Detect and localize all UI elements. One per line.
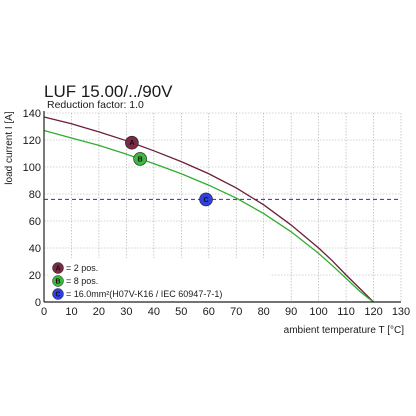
x-tick-label-7: 70 [230, 306, 242, 318]
y-tick-label-3: 60 [29, 216, 41, 228]
y-tick-label-6: 120 [23, 135, 41, 147]
chart-title: LUF 15.00/../90V [44, 82, 173, 101]
x-tick-label-3: 30 [120, 306, 132, 318]
legend-marker-3 [52, 288, 64, 300]
marker-circle-a [125, 135, 139, 150]
x-tick-label-8: 80 [258, 306, 270, 318]
marker-label-c: C [203, 197, 208, 204]
legend-text-2: = 8 pos. [66, 276, 98, 286]
legend-text-3: = 16.0mm²(H07V-K16 / IEC 60947-7-1) [66, 289, 222, 299]
x-tick-label-5: 50 [175, 306, 187, 318]
marker-label-a: A [129, 140, 134, 147]
x-tick-labels: 0 10 20 30 40 50 60 70 80 90 100 110 120 130 [41, 306, 410, 318]
x-tick-label-13: 130 [392, 306, 410, 318]
y-tick-label-1: 20 [29, 270, 41, 282]
x-tick-label-0: 0 [41, 306, 47, 318]
marker-layer: A B C [125, 135, 213, 207]
x-tick-label-4: 40 [148, 306, 160, 318]
y-tick-labels: 0 20 40 60 80 100 120 140 [23, 108, 41, 309]
legend-background [48, 258, 270, 302]
y-tick-label-2: 40 [29, 243, 41, 255]
marker-c: C [199, 192, 213, 207]
series-line-1 [43, 116, 374, 303]
x-tick-label-12: 120 [364, 306, 382, 318]
marker-circle-c [199, 192, 213, 207]
marker-b: B [133, 152, 147, 166]
legend-entry-1: A = 2 pos. [52, 262, 98, 274]
legend-marker-label-2: B [55, 278, 60, 285]
marker-label-b: B [138, 156, 143, 163]
x-tick-label-10: 100 [309, 306, 327, 318]
legend-entry-2: B = 8 pos. [52, 275, 98, 287]
legend-box [48, 258, 270, 302]
x-tick-label-1: 10 [65, 306, 77, 318]
x-axis-label: ambient temperature T [°C] [284, 325, 405, 336]
legend-entry-3: C = 16.0mm²(H07V-K16 / IEC 60947-7-1) [52, 288, 222, 300]
axes [43, 111, 401, 303]
chart-subtitle: Reduction factor: 1.0 [47, 99, 144, 111]
y-tick-label-4: 80 [29, 189, 41, 201]
y-axis-label: load current I [A] [4, 111, 15, 185]
legend-marker-label-1: A [55, 265, 60, 272]
x-tick-label-6: 60 [203, 306, 215, 318]
y-tick-label-7: 140 [23, 108, 41, 120]
legend: A = 2 pos. B = 8 pos. C = 16.0mm²(H07V-K16 / … [52, 262, 222, 300]
x-tick-label-2: 20 [93, 306, 105, 318]
x-tick-label-9: 90 [285, 306, 297, 318]
marker-a: A [125, 135, 139, 150]
legend-marker-2 [52, 275, 64, 287]
marker-circle-b [133, 152, 147, 166]
y-tick-label-0: 0 [35, 297, 41, 309]
series-layer [43, 116, 374, 303]
legend-marker-label-3: C [55, 291, 60, 298]
x-tick-label-11: 110 [337, 306, 355, 318]
legend-text-1: = 2 pos. [66, 263, 98, 273]
legend-marker-1 [52, 262, 64, 274]
series-line-2 [43, 129, 374, 303]
y-tick-label-5: 100 [23, 162, 41, 174]
